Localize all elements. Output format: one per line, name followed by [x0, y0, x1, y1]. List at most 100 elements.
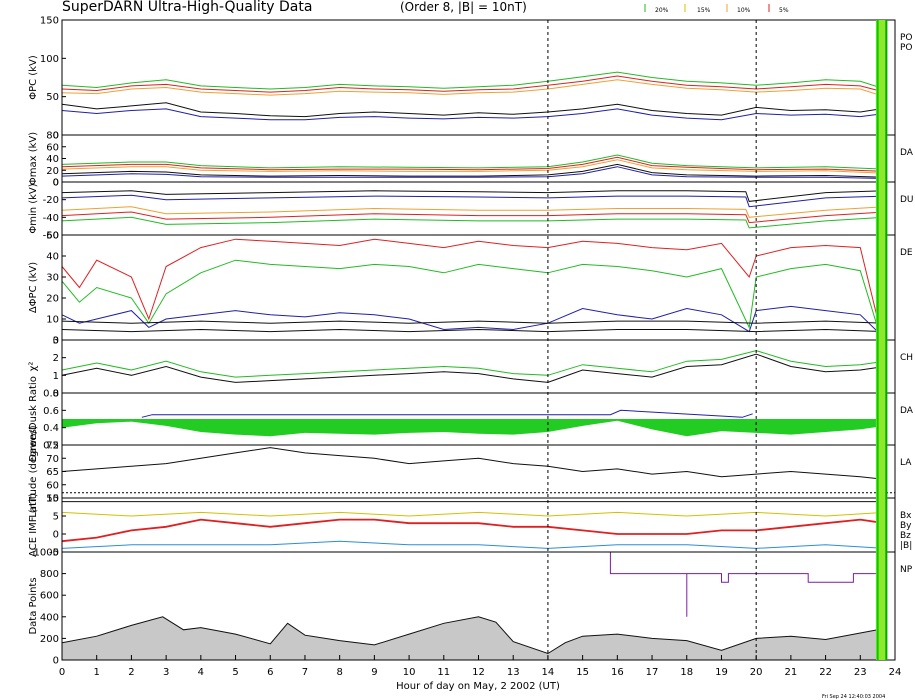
imf-ytick-0: -5 [49, 548, 59, 559]
dawn_dusk-ytick-1: 0.4 [43, 423, 59, 434]
points-ytick-0: 0 [53, 656, 59, 667]
points-ytick-4: 800 [40, 569, 59, 580]
phi_max-ytick-3: 60 [46, 142, 59, 153]
chi2-ytick-0: 0 [53, 389, 59, 400]
phi_max-ytick-0: 0 [53, 178, 59, 189]
phi_max-ylabel: Φmax (kV) [28, 132, 39, 185]
imf-side-label-3: |B| [900, 541, 912, 551]
chi2-ytick-1: 1 [53, 371, 59, 382]
latitude-series-0 [61, 447, 885, 480]
dphi_pc-ylabel: ΔΦPC (kV) [28, 262, 39, 313]
xtick-20: 20 [750, 667, 763, 678]
latitude-ytick-2: 65 [46, 467, 59, 478]
dphi_pc-ytick-1: 10 [46, 315, 59, 326]
xtick-8: 8 [336, 667, 342, 678]
xtick-4: 4 [198, 667, 204, 678]
phi_min-series-2 [61, 206, 885, 218]
phi_pc-series-0 [61, 71, 885, 90]
phi_max-ytick-4: 80 [46, 131, 59, 142]
chi2-frame [61, 339, 896, 394]
dphi_pc-ytick-0: 0 [53, 336, 59, 347]
chi2-ytick-3: 3 [53, 336, 59, 347]
phi_min-frame [61, 181, 896, 236]
phi_pc-series-4 [61, 108, 885, 121]
dphi_pc-series-2 [61, 305, 878, 333]
imf-series-3 [61, 540, 885, 549]
imf-ytick-1: 0 [53, 530, 59, 541]
imf-ytick-3: 10 [46, 494, 59, 505]
legend-20: 20% [655, 7, 669, 14]
dawn_dusk-ytick-0: 0.2 [43, 441, 59, 452]
dawn_dusk-ytick-2: 0.6 [43, 406, 59, 417]
phi_max-series-3 [61, 163, 885, 178]
chi2-ytick-2: 2 [53, 353, 59, 364]
latitude-ytick-1: 60 [46, 480, 59, 491]
dawn_dusk-series-1 [141, 409, 753, 418]
latitude-ytick-3: 70 [46, 454, 59, 465]
x-axis: 0 1 2 3 4 5 6 7 8 9 10 11 12 13 14 15 16 17 18 19 20 21 22 23 24 [59, 655, 901, 678]
phi_min-series-0 [61, 190, 885, 202]
phi_max-series-2 [61, 159, 885, 174]
chi2-side-label-0: CH [900, 353, 913, 363]
legend: 20% 15% 10% 5% [644, 4, 789, 14]
imf-frame [61, 497, 896, 553]
chart-title: SuperDARN Ultra-High-Quality Data [62, 0, 312, 15]
panel-latitude: 55 60 65 70 75 Latitude (degrees) LA [28, 425, 912, 517]
points-ytick-2: 400 [40, 612, 59, 623]
imf-series-1 [61, 511, 885, 517]
legend-5: 5% [779, 7, 789, 14]
imf-side-label-2: Bz [900, 531, 911, 541]
phi_max-series-4 [61, 166, 885, 179]
latitude-ytick-4: 75 [46, 441, 59, 452]
xtick-12: 12 [472, 667, 485, 678]
phi_max-frame [61, 134, 896, 183]
panel-dawn_dusk: 0.2 0.4 0.6 0.8 Dawn/Dusk Ratio DA [28, 376, 914, 462]
phi_min-ylabel: Φmin (kV) [28, 183, 39, 233]
xtick-17: 17 [646, 667, 659, 678]
data-gap-band [875, 20, 888, 660]
points-ytick-3: 600 [40, 591, 59, 602]
phi_pc-side-label-1: PO [900, 43, 913, 53]
panel-points: 0 200 400 600 800 1000 Data Points NP [28, 548, 913, 667]
phi_pc-ytick-3: 150 [40, 16, 59, 27]
dphi_pc-side-label-0: DE [900, 248, 913, 258]
xtick-16: 16 [611, 667, 624, 678]
imf-ylabel: ACE IMF (nT) [28, 493, 39, 557]
panel-phi_min: -60 -40 -20 0 Φmin (kV) DU [28, 178, 914, 242]
imf-ytick-2: 5 [53, 512, 59, 523]
dphi_pc-series-1 [61, 259, 879, 330]
xtick-18: 18 [680, 667, 693, 678]
dphi_pc-ytick-5: 50 [46, 231, 59, 242]
print-timestamp: Fri Sep 24 12:40:03 2004 [822, 694, 885, 700]
xtick-23: 23 [854, 667, 867, 678]
latitude-side-label-0: LA [900, 458, 912, 468]
points-series-0-area [62, 616, 878, 660]
legend-10: 10% [737, 7, 751, 14]
imf-side-label-0: Bx [900, 511, 912, 521]
legend-15: 15% [697, 7, 711, 14]
phi_pc-side-label-0: PO [900, 33, 913, 43]
latitude-frame [61, 444, 896, 499]
dawn_dusk-side-label-0: DA [900, 406, 914, 416]
xtick-1: 1 [94, 667, 100, 678]
phi_max-side-label-0: DA [900, 148, 914, 158]
phi_max-ytick-1: 20 [46, 166, 59, 177]
panel-dphi_pc: 0 10 20 30 40 50 ΔΦPC (kV) DE [28, 231, 913, 347]
xtick-15: 15 [576, 667, 589, 678]
xtick-2: 2 [128, 667, 134, 678]
xtick-14: 14 [542, 667, 555, 678]
points-ytick-1: 200 [40, 634, 59, 645]
latitude-ytick-0: 55 [46, 494, 59, 505]
chart-subtitle: (Order 8, |B| = 10nT) [400, 0, 527, 14]
phi_max-series-1 [61, 156, 885, 172]
phi_pc-ytick-0: 0 [53, 131, 59, 142]
points-ytick-5: 1000 [34, 548, 59, 559]
chi2-ylabel: χ² [28, 362, 39, 372]
dphi_pc-ytick-4: 40 [46, 252, 59, 263]
phi_max-series-0 [61, 154, 885, 170]
xtick-21: 21 [785, 667, 798, 678]
